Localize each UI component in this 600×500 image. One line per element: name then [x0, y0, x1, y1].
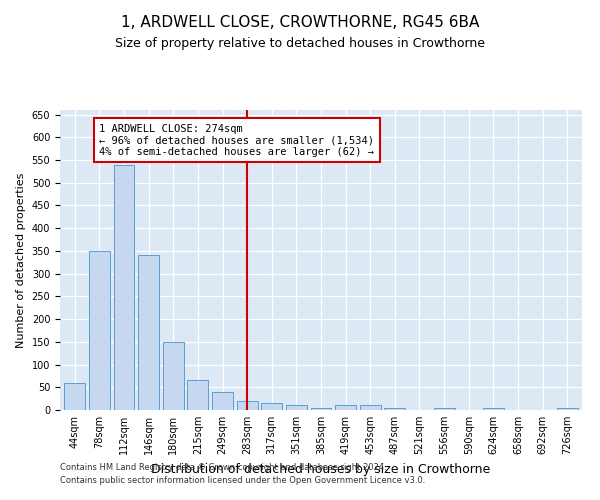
Bar	[311, 408, 331, 410]
Bar	[385, 408, 406, 410]
Bar	[113, 164, 134, 410]
Text: 1 ARDWELL CLOSE: 274sqm
← 96% of detached houses are smaller (1,534)
4% of semi-: 1 ARDWELL CLOSE: 274sqm ← 96% of detache…	[100, 124, 374, 157]
X-axis label: Distribution of detached houses by size in Crowthorne: Distribution of detached houses by size …	[151, 462, 491, 475]
Bar	[64, 382, 85, 410]
Bar	[483, 408, 504, 410]
Bar	[335, 406, 356, 410]
Bar	[212, 392, 233, 410]
Bar	[557, 408, 578, 410]
Bar	[261, 403, 282, 410]
Y-axis label: Number of detached properties: Number of detached properties	[16, 172, 26, 348]
Bar	[138, 256, 159, 410]
Bar	[434, 408, 455, 410]
Bar	[163, 342, 184, 410]
Text: Contains public sector information licensed under the Open Government Licence v3: Contains public sector information licen…	[60, 476, 425, 485]
Text: 1, ARDWELL CLOSE, CROWTHORNE, RG45 6BA: 1, ARDWELL CLOSE, CROWTHORNE, RG45 6BA	[121, 15, 479, 30]
Bar	[236, 401, 257, 410]
Bar	[286, 406, 307, 410]
Bar	[360, 406, 381, 410]
Text: Size of property relative to detached houses in Crowthorne: Size of property relative to detached ho…	[115, 38, 485, 51]
Text: Contains HM Land Registry data © Crown copyright and database right 2024.: Contains HM Land Registry data © Crown c…	[60, 464, 386, 472]
Bar	[187, 380, 208, 410]
Bar	[89, 251, 110, 410]
